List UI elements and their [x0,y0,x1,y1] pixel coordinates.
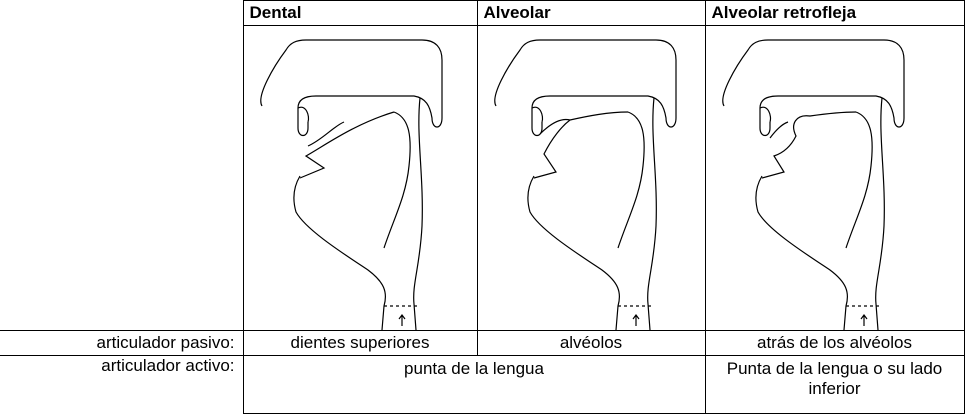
column-header: Dental [242,0,478,26]
cell: dientes superiores [242,330,478,356]
cell: punta de la lengua [242,355,706,414]
cell: atrás de los alvéolos [704,330,965,356]
alveolar-diagram [493,39,677,330]
column-header: Alveolar [476,0,706,26]
cell: Punta de la lengua o su lado inferior [704,355,965,414]
row-label: articulador activo: [0,355,243,414]
retroflex-diagram [721,39,905,330]
column-header: Alveolar retrofleja [704,0,965,26]
cell: alvéolos [476,330,706,356]
dental-diagram [259,39,443,330]
row-label: articulador pasivo: [0,330,243,356]
